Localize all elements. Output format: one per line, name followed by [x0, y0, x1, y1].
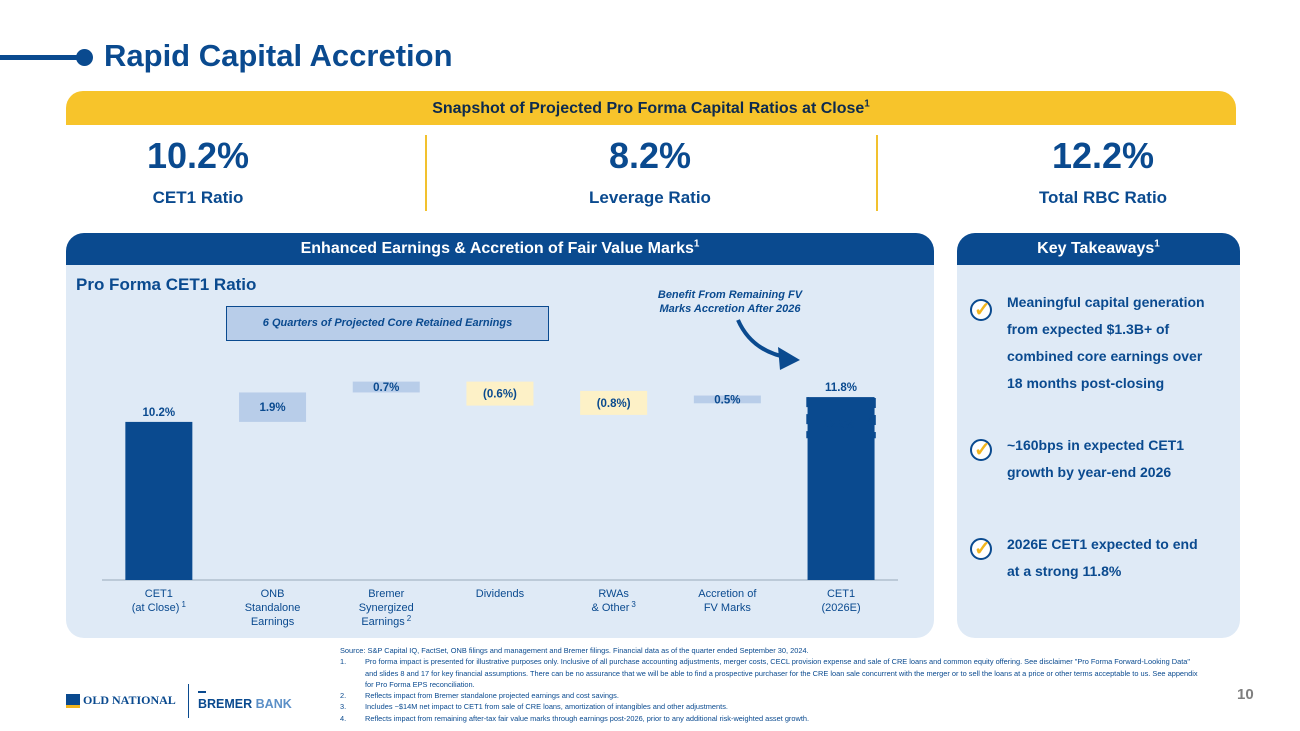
- x-tick-label: (at Close) 1: [132, 600, 187, 614]
- metric-total-rbc-value: 12.2%: [1051, 135, 1155, 176]
- earnings-panel-header: Enhanced Earnings & Accretion of Fair Va…: [66, 233, 934, 265]
- footnote-row: 3. Includes ~$14M net impact to CET1 from…: [340, 702, 728, 712]
- x-tick-label: CET1: [145, 588, 173, 600]
- checkmark-icon: ✓: [970, 299, 992, 321]
- footnote-text: Reflects impact from Bremer standalone p…: [365, 691, 619, 701]
- takeaways-panel-header-footnote: 1: [1154, 238, 1160, 250]
- takeaway-text: Meaningful capital generation from expec…: [1007, 289, 1232, 397]
- waterfall-bar: [693, 395, 761, 404]
- x-tick-label: (2026E): [821, 602, 860, 614]
- takeaway-line: ~160bps in expected CET1: [1007, 437, 1185, 453]
- retained-earnings-callout: 6 Quarters of Projected Core Retained Ea…: [226, 306, 549, 341]
- earnings-panel-header-footnote: 1: [693, 238, 700, 250]
- footnote-text: Reflects impact from remaining after-tax…: [365, 713, 810, 723]
- footnote-text: Includes ~$14M net impact to CET1 from s…: [365, 702, 728, 712]
- bremer-logo-text: BREMER: [198, 697, 253, 711]
- waterfall-bar: [580, 390, 648, 415]
- extension-footnote: 4: [868, 416, 873, 425]
- waterfall-bar: [807, 397, 875, 580]
- data-label: (0.6%): [483, 389, 517, 401]
- snapshot-banner-footnote: 1: [864, 98, 870, 110]
- x-tick-label: Dividends: [476, 588, 525, 600]
- footnote-row: 1. Pro forma impact is presented for illu…: [340, 656, 1200, 690]
- takeaway-line: combined core earnings over: [1007, 348, 1203, 364]
- waterfall-bar: [466, 381, 534, 406]
- metric-total-rbc-label: Total RBC Ratio: [1038, 188, 1168, 207]
- extension-label: 12.9%: [823, 419, 856, 431]
- arrow-head-icon: [778, 347, 800, 370]
- old-national-logo-icon: [66, 693, 80, 708]
- metric-cet1-value: 10.2%: [146, 135, 250, 176]
- bank-logo-text: BANK: [255, 697, 292, 711]
- x-tick-label: Earnings: [251, 616, 295, 628]
- x-tick-label: Standalone: [245, 602, 301, 614]
- takeaway-text: ~160bps in expected CET1 growth by year-…: [1007, 432, 1232, 486]
- data-label: 11.8%: [825, 382, 857, 394]
- x-tick-label: Accretion of: [698, 588, 757, 600]
- metric-divider: [876, 135, 878, 211]
- footnote-row: 2. Reflects impact from Bremer standalone…: [340, 691, 619, 701]
- footnotes: Source: S&P Capital IQ, FactSet, ONB fil…: [340, 645, 1200, 724]
- snapshot-banner-text: Snapshot of Projected Pro Forma Capital …: [432, 100, 865, 117]
- metric-cet1-label: CET1 Ratio: [152, 188, 244, 207]
- waterfall-bar: [352, 381, 420, 393]
- takeaway-line: 18 months post-closing: [1007, 375, 1165, 391]
- waterfall-bar: [125, 421, 193, 580]
- data-label: 0.5%: [714, 394, 740, 406]
- data-label: 0.7%: [373, 382, 399, 394]
- takeaway-line: at a strong 11.8%: [1007, 563, 1122, 579]
- metric-leverage: 8.2% Leverage Ratio: [500, 136, 800, 208]
- x-tick-label: FV Marks: [704, 602, 752, 614]
- benefit-annotation: Benefit From Remaining FV Marks Accretio…: [630, 288, 830, 316]
- title-accent-dot: [76, 49, 93, 66]
- metric-divider: [425, 135, 427, 211]
- x-tick-label: Synergized: [359, 602, 414, 614]
- takeaway-line: Meaningful capital generation: [1007, 294, 1205, 310]
- x-tick-label: RWAs: [598, 588, 629, 600]
- page-number: 10: [1237, 686, 1254, 703]
- bremer-logo-mark: [198, 691, 206, 693]
- x-tick-label: & Other 3: [591, 600, 636, 614]
- data-label: 10.2%: [143, 407, 176, 419]
- page-title: Rapid Capital Accretion: [104, 38, 453, 73]
- bremer-bank-logo: BREMER BANK: [198, 697, 292, 711]
- chart-title: Pro Forma CET1 Ratio: [76, 275, 257, 294]
- metric-cet1: 10.2% CET1 Ratio: [48, 136, 348, 208]
- takeaway-line: from expected $1.3B+ of: [1007, 321, 1170, 337]
- data-label: 1.9%: [259, 402, 285, 414]
- title-accent-line: [0, 55, 82, 60]
- data-label: (0.8%): [597, 398, 631, 410]
- earnings-panel-header-text: Enhanced Earnings & Accretion of Fair Va…: [300, 240, 694, 257]
- x-tick-label: ONB: [261, 588, 285, 600]
- metric-leverage-label: Leverage Ratio: [589, 188, 711, 207]
- old-national-logo: OLD NATIONAL: [66, 692, 176, 710]
- takeaways-panel: Key Takeaways1: [957, 233, 1240, 638]
- snapshot-banner: Snapshot of Projected Pro Forma Capital …: [66, 91, 1236, 125]
- waterfall-bar: [239, 392, 307, 422]
- logo-divider: [188, 684, 189, 718]
- takeaway-line: growth by year-end 2026: [1007, 464, 1172, 480]
- metric-total-rbc: 12.2% Total RBC Ratio: [953, 136, 1253, 208]
- fv-extension-outline: [806, 397, 876, 439]
- takeaways-panel-header-text: Key Takeaways: [1037, 240, 1155, 257]
- x-tick-label: Earnings 2: [361, 614, 411, 628]
- earnings-panel: Enhanced Earnings & Accretion of Fair Va…: [66, 233, 934, 638]
- old-national-logo-text: OLD NATIONAL: [83, 693, 176, 708]
- x-tick-label: Bremer: [368, 588, 404, 600]
- metric-leverage-value: 8.2%: [608, 135, 692, 176]
- footnote-row: 4. Reflects impact from remaining after-t…: [340, 713, 810, 723]
- takeaways-panel-header: Key Takeaways1: [957, 233, 1240, 265]
- takeaway-text: 2026E CET1 expected to end at a strong 1…: [1007, 531, 1232, 585]
- takeaway-line: 2026E CET1 expected to end: [1007, 536, 1198, 552]
- checkmark-icon: ✓: [970, 439, 992, 461]
- benefit-annotation-line: Marks Accretion After 2026: [659, 303, 801, 315]
- source-note: Source: S&P Capital IQ, FactSet, ONB fil…: [340, 646, 809, 655]
- checkmark-icon: ✓: [970, 538, 992, 560]
- x-tick-label: CET1: [827, 588, 855, 600]
- benefit-annotation-line: Benefit From Remaining FV: [657, 289, 803, 301]
- footnote-text: Pro forma impact is presented for illust…: [365, 657, 1198, 689]
